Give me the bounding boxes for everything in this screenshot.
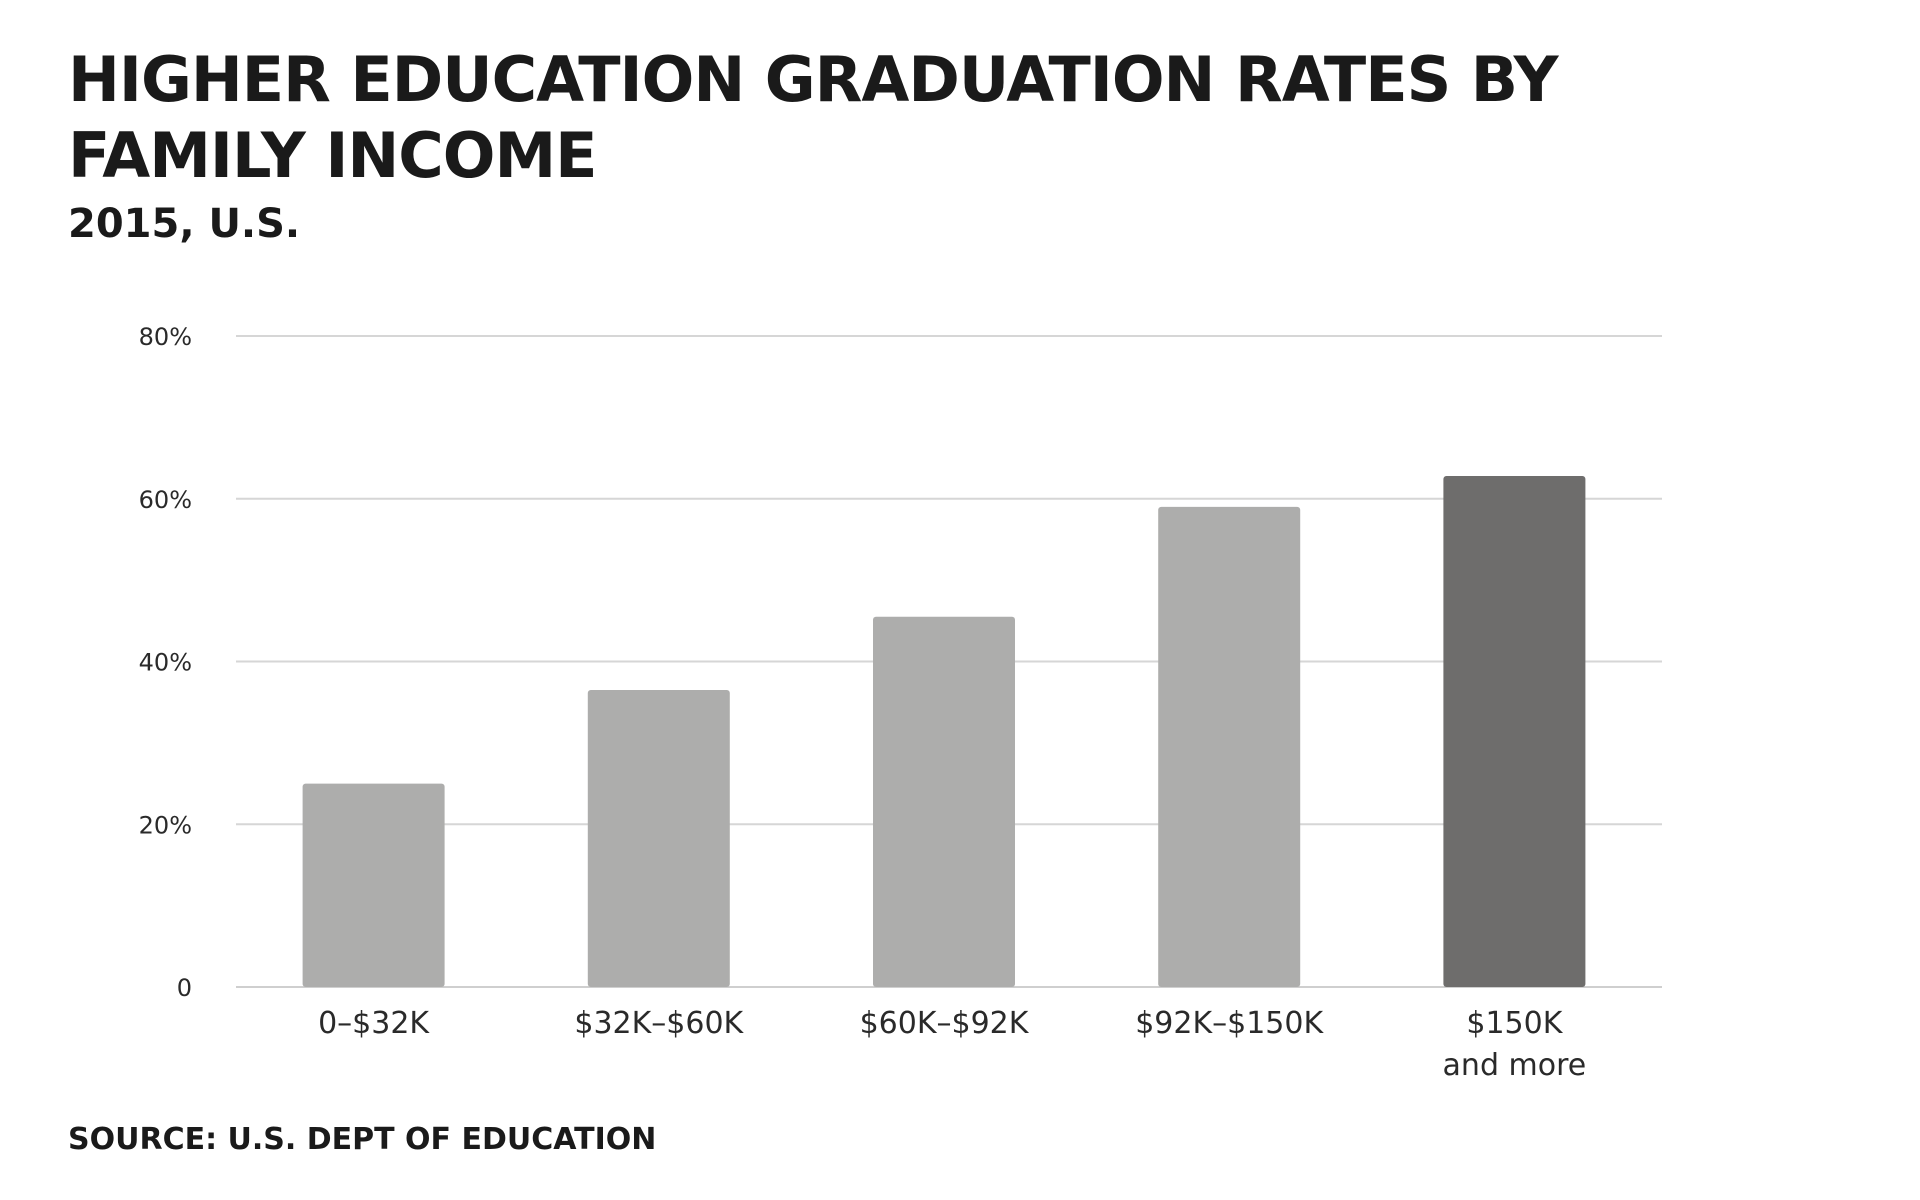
y-tick-label: 0 [177, 974, 192, 1002]
x-category-label-line: and more [1443, 1048, 1587, 1083]
y-axis-ticks: 0 20% 40% 60% 80% [139, 323, 192, 1002]
bars [302, 475, 1586, 987]
bar [302, 783, 445, 987]
chart-title: HIGHER EDUCATION GRADUATION RATES BY FAM… [68, 43, 1559, 192]
x-category-label: $92K–$150K [1135, 1006, 1324, 1041]
bar [873, 616, 1015, 987]
y-tick-label: 40% [139, 649, 192, 677]
y-tick-label: 80% [139, 323, 192, 351]
y-tick-label: 20% [139, 811, 192, 839]
source-note: SOURCE: U.S. DEPT OF EDUCATION [68, 1122, 657, 1157]
x-category-label-line: 0–$32K [318, 1006, 430, 1041]
bar [587, 689, 730, 987]
x-category-label-line: $32K–$60K [574, 1006, 744, 1041]
x-category-label: $32K–$60K [574, 1006, 744, 1041]
y-tick-label: 60% [139, 486, 192, 514]
x-category-label-line: $92K–$150K [1135, 1006, 1324, 1041]
gridlines [236, 335, 1662, 988]
bar [1443, 475, 1586, 987]
chart-subtitle: 2015, U.S. [68, 201, 301, 247]
bar [1158, 506, 1301, 987]
x-category-label: 0–$32K [318, 1006, 430, 1041]
x-category-label-line: $60K–$92K [860, 1006, 1030, 1041]
x-axis-categories: 0–$32K $32K–$60K $60K–$92K $92K–$150K $150K a… [318, 1006, 1586, 1083]
x-category-label-line: $150K [1466, 1006, 1563, 1041]
x-category-label: $60K–$92K [860, 1006, 1030, 1041]
x-category-label: $150K and more [1443, 1006, 1587, 1083]
